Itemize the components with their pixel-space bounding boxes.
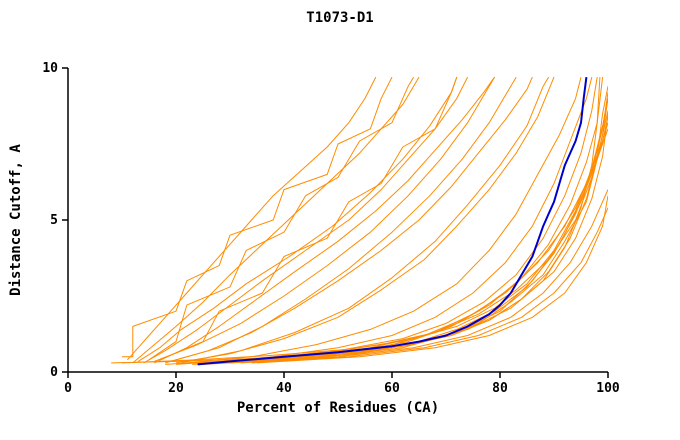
y-tick-label: 5 — [50, 213, 58, 228]
series-line-model-01 — [127, 76, 377, 361]
y-tick-label: 10 — [42, 61, 58, 76]
series-line-model-28 — [154, 76, 496, 362]
series-line-model-03 — [143, 76, 469, 364]
x-tick-label: 80 — [492, 381, 508, 396]
chart-title: T1073-D1 — [306, 10, 373, 26]
y-tick-label: 0 — [50, 365, 58, 380]
series-line-model-25 — [256, 195, 608, 364]
x-tick-label: 40 — [276, 381, 292, 396]
series-line-model-20 — [181, 76, 550, 364]
series-line-model-06 — [175, 76, 555, 364]
x-axis-ticks: 0 20 40 60 80 100 — [64, 372, 620, 396]
series-line-model-18 — [159, 76, 458, 361]
series-line-model-13 — [240, 189, 608, 364]
series-line-model-17 — [148, 76, 415, 361]
series-line-model-21 — [202, 92, 608, 365]
x-tick-label: 60 — [384, 381, 400, 396]
series-line-model-30 — [121, 98, 608, 364]
series-line-model-07 — [186, 76, 582, 364]
series-line-model-16 — [122, 76, 393, 358]
series-line-model-19 — [170, 76, 517, 362]
series-line-model-12 — [229, 110, 608, 364]
series-line-model-02 — [132, 76, 420, 364]
x-tick-label: 100 — [596, 381, 620, 396]
x-axis-label: Percent of Residues (CA) — [237, 400, 439, 416]
series-lines — [111, 76, 608, 366]
y-axis-label: Distance Cutoff, A — [8, 144, 24, 296]
series-line-highlighted-model — [197, 76, 588, 366]
y-axis-ticks: 0 5 10 — [42, 61, 68, 380]
series-line-model-22 — [192, 77, 604, 365]
series-line-model-26 — [229, 77, 601, 364]
series-line-model-09 — [175, 77, 598, 365]
x-tick-label: 20 — [168, 381, 184, 396]
series-line-model-04 — [154, 76, 496, 364]
series-line-model-27 — [137, 76, 458, 362]
x-tick-label: 0 — [64, 381, 72, 396]
series-line-model-08 — [197, 76, 593, 364]
series-line-model-14 — [251, 207, 608, 364]
